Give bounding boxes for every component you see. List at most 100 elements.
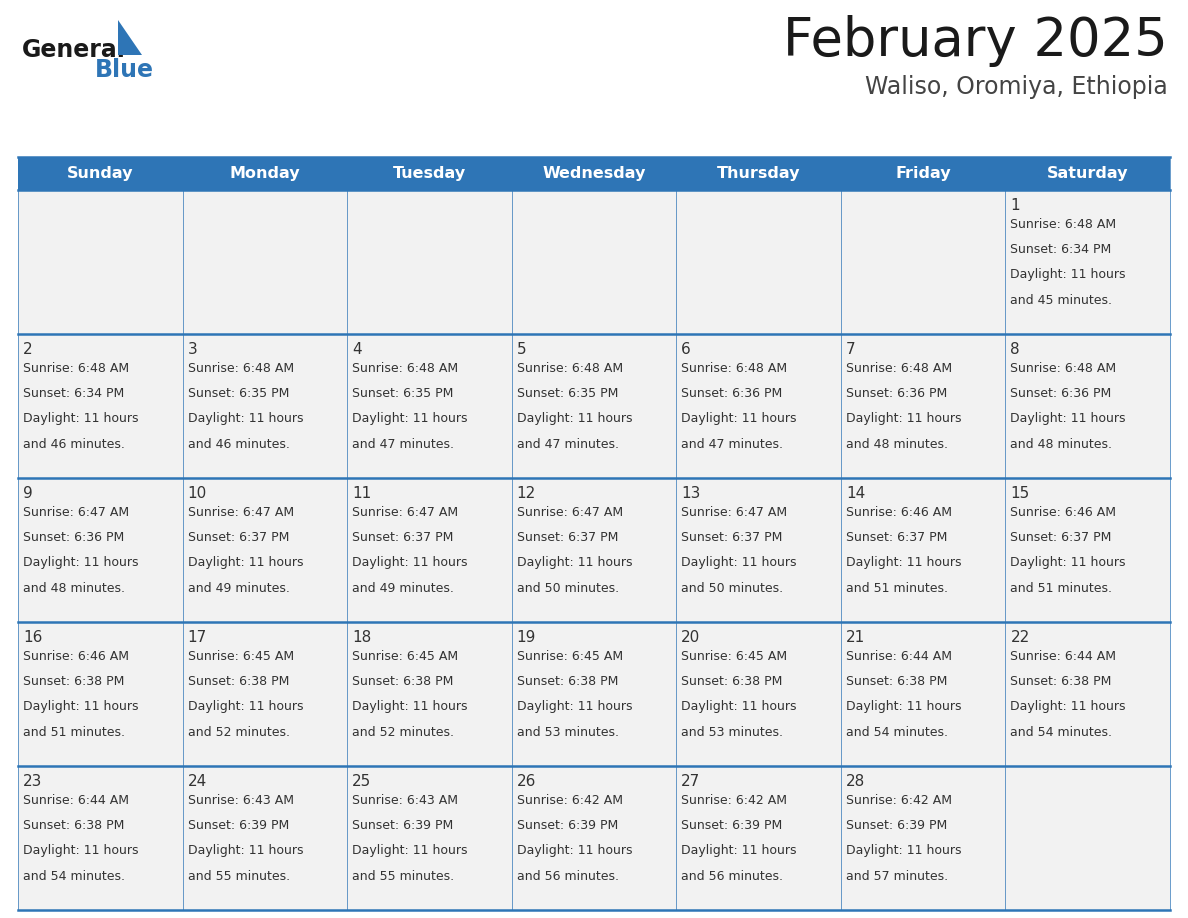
Text: 9: 9 bbox=[23, 486, 33, 501]
Text: Sunset: 6:34 PM: Sunset: 6:34 PM bbox=[1011, 243, 1112, 256]
Text: Sunrise: 6:47 AM: Sunrise: 6:47 AM bbox=[681, 506, 788, 519]
Text: and 54 minutes.: and 54 minutes. bbox=[846, 725, 948, 739]
Text: Thursday: Thursday bbox=[716, 166, 801, 181]
Text: Sunset: 6:38 PM: Sunset: 6:38 PM bbox=[23, 676, 125, 688]
Text: 21: 21 bbox=[846, 630, 865, 645]
Bar bbox=[676, 478, 841, 622]
Text: Daylight: 11 hours: Daylight: 11 hours bbox=[681, 412, 797, 425]
Text: Daylight: 11 hours: Daylight: 11 hours bbox=[846, 412, 961, 425]
Text: Sunset: 6:37 PM: Sunset: 6:37 PM bbox=[352, 532, 454, 544]
Text: Daylight: 11 hours: Daylight: 11 hours bbox=[846, 556, 961, 569]
Text: and 56 minutes.: and 56 minutes. bbox=[517, 869, 619, 882]
Bar bbox=[676, 334, 841, 478]
Text: Daylight: 11 hours: Daylight: 11 hours bbox=[517, 845, 632, 857]
Text: Sunset: 6:35 PM: Sunset: 6:35 PM bbox=[517, 387, 618, 400]
Text: 12: 12 bbox=[517, 486, 536, 501]
Bar bbox=[1005, 334, 1170, 478]
Text: Sunset: 6:36 PM: Sunset: 6:36 PM bbox=[681, 387, 783, 400]
Text: Daylight: 11 hours: Daylight: 11 hours bbox=[352, 845, 468, 857]
Text: Wednesday: Wednesday bbox=[542, 166, 646, 181]
Text: Sunrise: 6:47 AM: Sunrise: 6:47 AM bbox=[23, 506, 129, 519]
Text: 25: 25 bbox=[352, 774, 372, 789]
Text: Sunset: 6:38 PM: Sunset: 6:38 PM bbox=[23, 819, 125, 833]
Text: 16: 16 bbox=[23, 630, 43, 645]
Bar bbox=[347, 334, 512, 478]
Text: Friday: Friday bbox=[896, 166, 950, 181]
Text: Daylight: 11 hours: Daylight: 11 hours bbox=[352, 556, 468, 569]
Text: Sunrise: 6:45 AM: Sunrise: 6:45 AM bbox=[517, 650, 623, 663]
Text: Daylight: 11 hours: Daylight: 11 hours bbox=[23, 412, 139, 425]
Text: Sunrise: 6:45 AM: Sunrise: 6:45 AM bbox=[188, 650, 293, 663]
Text: 23: 23 bbox=[23, 774, 43, 789]
Text: Sunset: 6:38 PM: Sunset: 6:38 PM bbox=[1011, 676, 1112, 688]
Text: Tuesday: Tuesday bbox=[393, 166, 466, 181]
Bar bbox=[1005, 622, 1170, 766]
Text: Sunrise: 6:43 AM: Sunrise: 6:43 AM bbox=[188, 794, 293, 807]
Text: Sunset: 6:39 PM: Sunset: 6:39 PM bbox=[188, 819, 289, 833]
Text: and 48 minutes.: and 48 minutes. bbox=[23, 582, 125, 595]
Text: Sunrise: 6:44 AM: Sunrise: 6:44 AM bbox=[846, 650, 952, 663]
Bar bbox=[512, 478, 676, 622]
Bar bbox=[841, 766, 1005, 910]
Bar bbox=[183, 622, 347, 766]
Text: and 47 minutes.: and 47 minutes. bbox=[681, 438, 783, 451]
Text: and 48 minutes.: and 48 minutes. bbox=[1011, 438, 1112, 451]
Text: Daylight: 11 hours: Daylight: 11 hours bbox=[517, 700, 632, 713]
Text: Sunset: 6:38 PM: Sunset: 6:38 PM bbox=[352, 676, 454, 688]
Text: and 46 minutes.: and 46 minutes. bbox=[188, 438, 290, 451]
Text: Daylight: 11 hours: Daylight: 11 hours bbox=[23, 700, 139, 713]
Text: Sunset: 6:37 PM: Sunset: 6:37 PM bbox=[681, 532, 783, 544]
Text: 14: 14 bbox=[846, 486, 865, 501]
Text: 11: 11 bbox=[352, 486, 372, 501]
Text: Saturday: Saturday bbox=[1047, 166, 1129, 181]
Text: 10: 10 bbox=[188, 486, 207, 501]
Text: 26: 26 bbox=[517, 774, 536, 789]
Text: Sunrise: 6:47 AM: Sunrise: 6:47 AM bbox=[517, 506, 623, 519]
Text: Sunrise: 6:44 AM: Sunrise: 6:44 AM bbox=[1011, 650, 1117, 663]
Text: and 52 minutes.: and 52 minutes. bbox=[352, 725, 454, 739]
Text: Blue: Blue bbox=[95, 58, 154, 82]
Bar bbox=[18, 190, 183, 334]
Bar bbox=[841, 478, 1005, 622]
Text: 20: 20 bbox=[681, 630, 701, 645]
Text: and 53 minutes.: and 53 minutes. bbox=[517, 725, 619, 739]
Bar bbox=[183, 478, 347, 622]
Text: Waliso, Oromiya, Ethiopia: Waliso, Oromiya, Ethiopia bbox=[865, 75, 1168, 99]
Text: and 46 minutes.: and 46 minutes. bbox=[23, 438, 125, 451]
Text: and 47 minutes.: and 47 minutes. bbox=[517, 438, 619, 451]
Bar bbox=[512, 334, 676, 478]
Text: Sunrise: 6:45 AM: Sunrise: 6:45 AM bbox=[352, 650, 459, 663]
Bar bbox=[183, 766, 347, 910]
Text: 15: 15 bbox=[1011, 486, 1030, 501]
Bar bbox=[183, 334, 347, 478]
Text: Daylight: 11 hours: Daylight: 11 hours bbox=[1011, 268, 1126, 282]
Text: Sunset: 6:35 PM: Sunset: 6:35 PM bbox=[352, 387, 454, 400]
Text: 7: 7 bbox=[846, 342, 855, 357]
Text: Sunrise: 6:48 AM: Sunrise: 6:48 AM bbox=[352, 362, 459, 375]
Bar bbox=[1005, 478, 1170, 622]
Text: Sunrise: 6:48 AM: Sunrise: 6:48 AM bbox=[846, 362, 952, 375]
Text: Monday: Monday bbox=[229, 166, 301, 181]
Text: Daylight: 11 hours: Daylight: 11 hours bbox=[681, 845, 797, 857]
Text: Daylight: 11 hours: Daylight: 11 hours bbox=[681, 700, 797, 713]
Bar bbox=[347, 622, 512, 766]
Text: Sunset: 6:34 PM: Sunset: 6:34 PM bbox=[23, 387, 125, 400]
Bar bbox=[347, 766, 512, 910]
Bar bbox=[18, 622, 183, 766]
Text: 13: 13 bbox=[681, 486, 701, 501]
Text: and 52 minutes.: and 52 minutes. bbox=[188, 725, 290, 739]
Text: 1: 1 bbox=[1011, 198, 1020, 213]
Text: Sunset: 6:37 PM: Sunset: 6:37 PM bbox=[1011, 532, 1112, 544]
Text: Sunrise: 6:48 AM: Sunrise: 6:48 AM bbox=[23, 362, 129, 375]
Bar bbox=[676, 622, 841, 766]
Text: Sunset: 6:39 PM: Sunset: 6:39 PM bbox=[517, 819, 618, 833]
Text: and 54 minutes.: and 54 minutes. bbox=[1011, 725, 1112, 739]
Text: Sunset: 6:38 PM: Sunset: 6:38 PM bbox=[517, 676, 618, 688]
Text: and 50 minutes.: and 50 minutes. bbox=[517, 582, 619, 595]
Text: Daylight: 11 hours: Daylight: 11 hours bbox=[1011, 412, 1126, 425]
Text: 27: 27 bbox=[681, 774, 701, 789]
Text: Sunset: 6:38 PM: Sunset: 6:38 PM bbox=[188, 676, 289, 688]
Text: Sunrise: 6:42 AM: Sunrise: 6:42 AM bbox=[681, 794, 788, 807]
Text: Sunrise: 6:47 AM: Sunrise: 6:47 AM bbox=[352, 506, 459, 519]
Bar bbox=[347, 190, 512, 334]
